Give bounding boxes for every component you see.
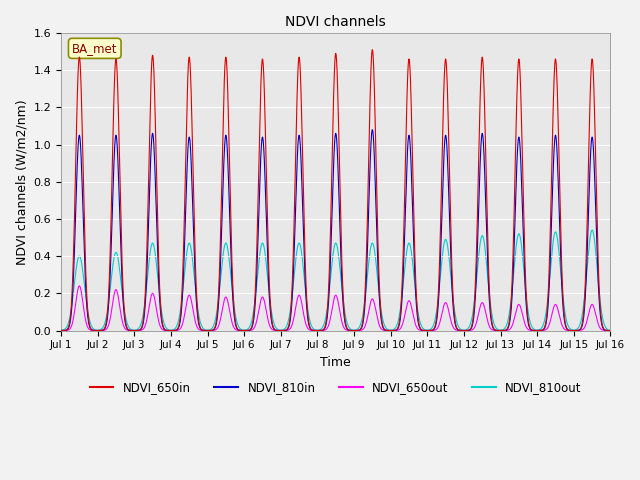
X-axis label: Time: Time bbox=[321, 356, 351, 369]
Y-axis label: NDVI channels (W/m2/nm): NDVI channels (W/m2/nm) bbox=[15, 99, 28, 264]
Title: NDVI channels: NDVI channels bbox=[285, 15, 386, 29]
Text: BA_met: BA_met bbox=[72, 42, 118, 55]
Legend: NDVI_650in, NDVI_810in, NDVI_650out, NDVI_810out: NDVI_650in, NDVI_810in, NDVI_650out, NDV… bbox=[85, 376, 586, 399]
